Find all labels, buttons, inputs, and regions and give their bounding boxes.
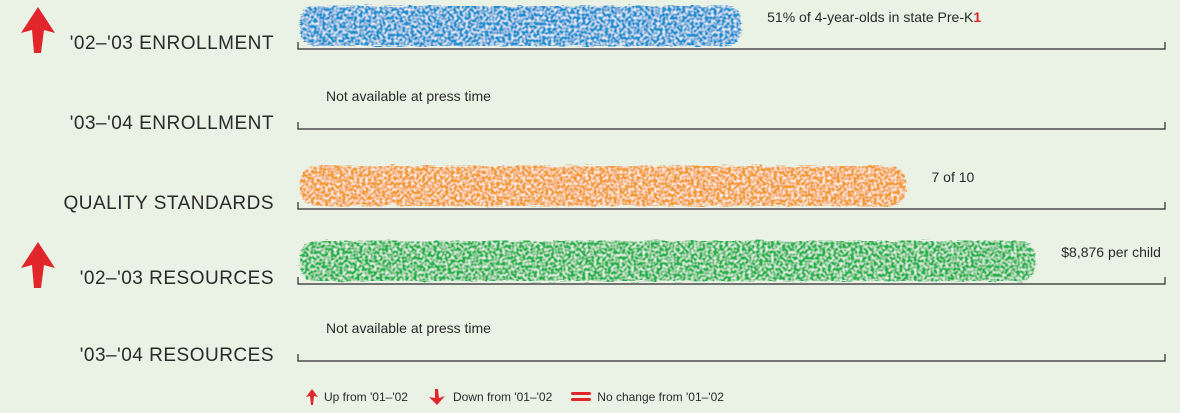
legend-nochange: No change from '01–'02 <box>570 390 724 404</box>
baseline-axis <box>297 42 1166 50</box>
up-arrow-icon <box>21 242 55 288</box>
down-arrow-icon <box>428 389 445 405</box>
baseline-axis <box>297 277 1166 285</box>
value-label: 51% of 4-year-olds in state Pre-K1 <box>767 9 981 25</box>
equal-sign-icon <box>571 392 592 401</box>
baseline-axis <box>297 122 1166 130</box>
chart-row: '02–'03 RESOURCES $8,876 per child <box>21 241 1166 289</box>
footnote-mark: 1 <box>973 9 981 25</box>
row-label: QUALITY STANDARDS <box>63 193 274 214</box>
chart-row: QUALITY STANDARDS 7 of 10 <box>63 166 1166 214</box>
chart-row: '02–'03 ENROLLMENT 51% of 4-year-olds in … <box>21 6 1166 54</box>
value-label: $8,876 per child <box>1061 244 1161 260</box>
row-label: '03–'04 RESOURCES <box>80 345 274 366</box>
baseline-axis <box>297 202 1166 210</box>
value-label: 7 of 10 <box>932 169 975 185</box>
value-label: Not available at press time <box>326 320 491 336</box>
row-label: '02–'03 ENROLLMENT <box>70 33 274 54</box>
value-label: Not available at press time <box>326 88 491 104</box>
up-arrow-icon <box>306 389 318 405</box>
bar <box>300 6 742 46</box>
baseline-axis <box>297 354 1166 362</box>
legend-up: Up from '01–'02 <box>305 388 408 406</box>
legend: Up from '01–'02 Down from '01–'02 No cha… <box>305 388 736 406</box>
legend-down: Down from '01–'02 <box>426 388 552 406</box>
row-label: '03–'04 ENROLLMENT <box>70 113 274 134</box>
legend-nochange-label: No change from '01–'02 <box>597 390 724 404</box>
legend-up-label: Up from '01–'02 <box>324 390 408 404</box>
up-arrow-icon <box>21 7 55 53</box>
chart-row: '03–'04 ENROLLMENT Not available at press… <box>70 88 1166 134</box>
bar <box>300 166 906 206</box>
legend-down-label: Down from '01–'02 <box>452 390 553 404</box>
bar <box>300 241 1036 281</box>
row-label: '02–'03 RESOURCES <box>80 268 274 289</box>
chart-row: '03–'04 RESOURCES Not available at press … <box>80 320 1166 366</box>
